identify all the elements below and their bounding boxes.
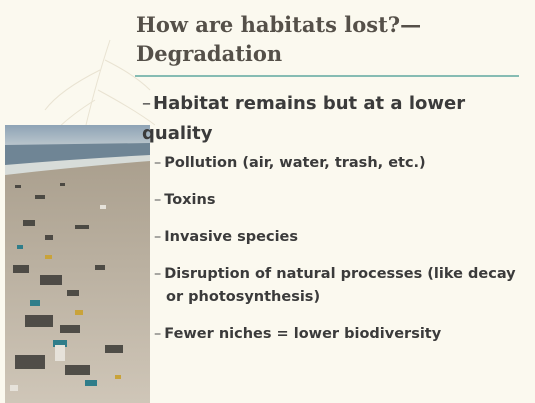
- beach-photo: [5, 125, 150, 403]
- sub-bullet: Toxins: [154, 189, 524, 212]
- sub-bullet: Pollution (air, water, trash, etc.): [154, 152, 524, 175]
- sub-bullet: Fewer niches = lower biodiversity: [154, 323, 524, 346]
- title-underline: [135, 75, 519, 77]
- sub-bullet: Invasive species: [154, 226, 524, 249]
- main-bullet: Habitat remains but at a lower quality: [142, 89, 522, 149]
- slide: How are habitats lost?—Degradation Habit…: [0, 0, 535, 403]
- main-bullet-text: Habitat remains but at a lower quality: [142, 93, 465, 144]
- sub-bullet-list: Pollution (air, water, trash, etc.) Toxi…: [154, 152, 524, 360]
- slide-title: How are habitats lost?—Degradation: [136, 10, 466, 68]
- page: {"title": "How are habitats lost?\u2014D…: [0, 0, 535, 403]
- sub-bullet: Disruption of natural processes (like de…: [154, 263, 524, 309]
